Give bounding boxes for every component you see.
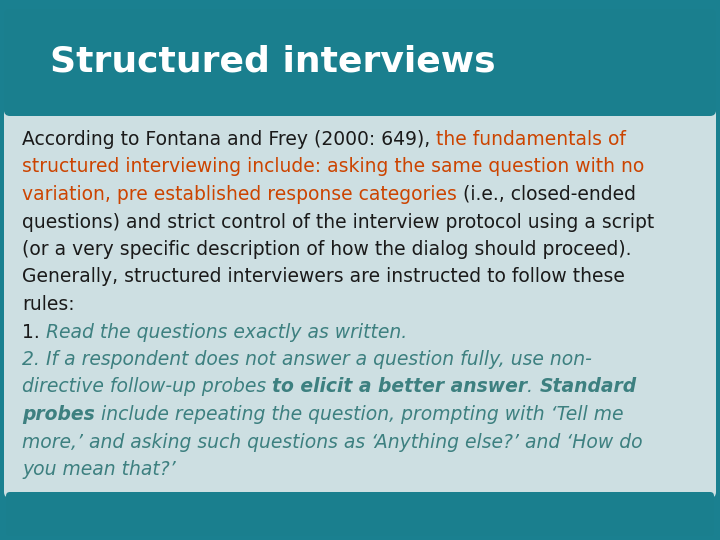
Text: probes: probes (22, 405, 95, 424)
Text: the fundamentals of: the fundamentals of (436, 130, 626, 149)
Text: 1.: 1. (22, 322, 46, 341)
Text: Standard: Standard (539, 377, 636, 396)
Text: rules:: rules: (22, 295, 75, 314)
Text: questions) and strict control of the interview protocol using a script: questions) and strict control of the int… (22, 213, 654, 232)
FancyBboxPatch shape (6, 492, 714, 536)
Text: According to Fontana and Frey (2000: 649),: According to Fontana and Frey (2000: 649… (22, 130, 436, 149)
Text: you mean that?’: you mean that?’ (22, 460, 176, 479)
Text: Structured interviews: Structured interviews (50, 45, 495, 79)
Text: (or a very specific description of how the dialog should proceed).: (or a very specific description of how t… (22, 240, 631, 259)
Text: Read the questions exactly as written.: Read the questions exactly as written. (46, 322, 407, 341)
Text: more,’ and asking such questions as ‘Anything else?’ and ‘How do: more,’ and asking such questions as ‘Any… (22, 433, 643, 451)
Text: (i.e., closed-ended: (i.e., closed-ended (463, 185, 636, 204)
Text: If a respondent does not answer a question fully, use non-: If a respondent does not answer a questi… (46, 350, 592, 369)
Text: to elicit a better answer: to elicit a better answer (272, 377, 527, 396)
Text: include repeating the question, prompting with ‘Tell me: include repeating the question, promptin… (95, 405, 624, 424)
Text: structured interviewing include: asking the same question with no: structured interviewing include: asking … (22, 158, 644, 177)
Text: Generally, structured interviewers are instructed to follow these: Generally, structured interviewers are i… (22, 267, 625, 287)
Text: directive follow-up probes: directive follow-up probes (22, 377, 272, 396)
FancyBboxPatch shape (4, 108, 716, 498)
FancyBboxPatch shape (4, 9, 716, 116)
Text: .: . (527, 377, 539, 396)
Text: variation, pre established response categories: variation, pre established response cate… (22, 185, 463, 204)
Text: 2.: 2. (22, 350, 46, 369)
